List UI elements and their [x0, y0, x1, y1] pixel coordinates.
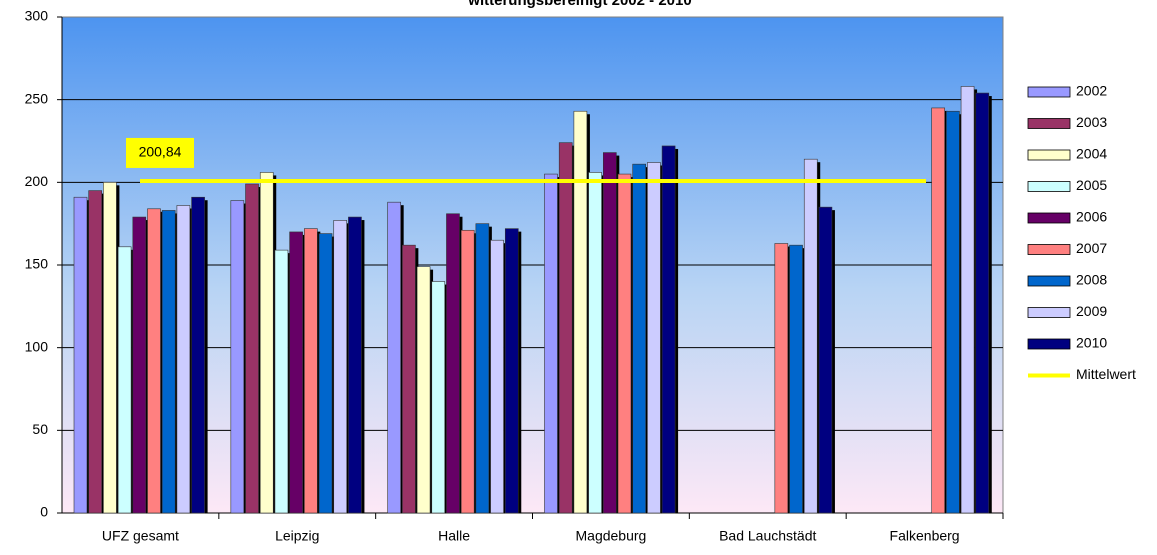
bar: [931, 107, 945, 514]
bar: [544, 173, 558, 514]
chart-title: witterungsbereinigt 2002 - 2010: [467, 0, 691, 9]
legend-swatch: [1027, 118, 1071, 129]
bar: [818, 206, 833, 514]
bar: [558, 142, 573, 514]
bar: [161, 210, 176, 514]
x-tick-label: UFZ gesamt: [102, 528, 179, 544]
legend-label: 2009: [1076, 303, 1107, 319]
legend-swatch: [1027, 307, 1071, 318]
y-tick-label: 150: [25, 256, 49, 272]
bar: [88, 190, 102, 514]
bar: [333, 220, 348, 514]
legend-label: 2008: [1076, 272, 1107, 288]
bar: [602, 152, 617, 514]
bar-shadow: [988, 96, 992, 513]
bar: [387, 201, 401, 514]
bar: [661, 145, 676, 514]
mean-label: 200,84: [139, 144, 182, 160]
legend-label: 2007: [1076, 240, 1107, 256]
bar: [490, 239, 504, 514]
legend-swatch: [1027, 275, 1071, 287]
legend-swatch: [1027, 244, 1071, 255]
legend-label: 2002: [1076, 83, 1107, 99]
bar: [147, 208, 161, 514]
mean-label-box: [126, 137, 194, 168]
bar-shadow: [204, 200, 208, 514]
y-tick-label: 250: [25, 90, 49, 106]
bar: [475, 223, 490, 514]
bar: [617, 173, 632, 514]
bar: [230, 200, 245, 514]
x-tick-label: Magdeburg: [576, 528, 647, 544]
legend-swatch: [1027, 338, 1071, 350]
y-tick-label: 0: [40, 504, 48, 520]
bar-shadow: [518, 231, 522, 514]
bar-shadow: [361, 220, 365, 513]
bar: [289, 231, 303, 514]
bar: [73, 196, 88, 514]
bar: [789, 244, 803, 514]
legend-label: 2010: [1076, 335, 1107, 351]
bar: [460, 229, 475, 514]
x-tick-label: Halle: [438, 528, 470, 544]
bar: [431, 281, 446, 514]
bar: [117, 246, 132, 514]
bar: [132, 216, 147, 514]
legend-swatch: [1027, 86, 1071, 98]
bar: [103, 182, 117, 514]
legend-label: 2004: [1076, 146, 1107, 162]
bar: [416, 266, 431, 514]
y-tick-label: 200: [25, 173, 49, 189]
x-tick-label: Falkenberg: [890, 528, 960, 544]
bar: [348, 216, 362, 514]
legend-swatch: [1027, 212, 1071, 224]
bar: [774, 243, 789, 514]
bar: [946, 110, 960, 514]
y-tick-label: 100: [25, 338, 49, 354]
bar: [647, 162, 661, 514]
x-tick-label: Leipzig: [275, 528, 319, 544]
legend-label: 2005: [1076, 177, 1107, 193]
bar: [975, 92, 990, 514]
y-tick-label: 50: [32, 421, 48, 437]
bar: [446, 213, 460, 514]
legend-label: Mittelwert: [1076, 366, 1136, 382]
bar: [632, 163, 647, 514]
bar-shadow: [675, 148, 679, 513]
bar: [588, 172, 602, 514]
bar: [176, 205, 191, 514]
bar: [318, 233, 333, 514]
legend-label: 2006: [1076, 209, 1107, 225]
bar: [960, 86, 975, 514]
legend-label: 2003: [1076, 114, 1107, 130]
legend-swatch: [1027, 181, 1071, 192]
bar: [304, 228, 318, 514]
bar: [245, 183, 259, 514]
y-tick-label: 300: [25, 8, 49, 24]
bar: [573, 110, 588, 514]
legend-swatch: [1027, 149, 1071, 161]
bar: [504, 228, 519, 514]
bar: [259, 172, 274, 514]
bar: [402, 244, 416, 514]
bar: [191, 196, 205, 514]
x-tick-label: Bad Lauchstädt: [719, 528, 816, 544]
bar-shadow: [831, 210, 835, 513]
bar: [274, 249, 289, 514]
bar: [803, 158, 818, 514]
